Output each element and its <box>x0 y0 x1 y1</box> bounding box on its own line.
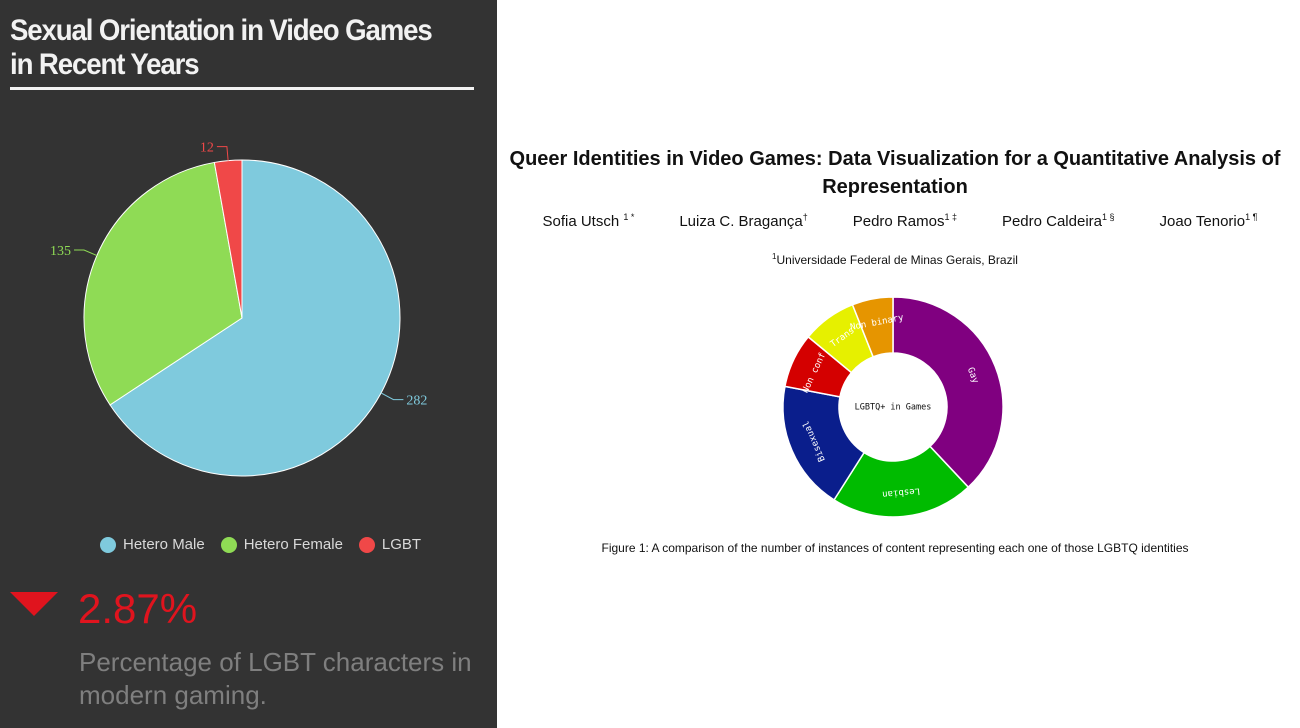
legend-item-hetero-female[interactable]: Hetero Female <box>220 536 343 553</box>
donut-slice-bisexual[interactable] <box>782 385 866 501</box>
donut-slice-gay[interactable] <box>892 296 1004 489</box>
legend-swatch <box>100 536 116 553</box>
author: Pedro Ramos1 ‡ <box>852 212 957 230</box>
author: Pedro Caldeira1 § <box>1001 212 1115 230</box>
pie-value-label: 282 <box>406 394 427 409</box>
legend-label: Hetero Female <box>243 536 343 553</box>
pie-legend: Hetero Male Hetero Female LGBT <box>100 536 421 553</box>
donut-slice-lesbian[interactable] <box>833 445 970 518</box>
pie-slice-hetero-male[interactable] <box>109 159 401 477</box>
author-list: Sofia Utsch 1 * Luiza C. Bragança† Pedro… <box>520 212 1280 230</box>
author: Luiza C. Bragança† <box>679 212 808 230</box>
donut-slice-non-binary[interactable] <box>851 296 894 358</box>
lgbt-percentage-description: Percentage of LGBT characters in modern … <box>79 647 472 710</box>
pie-leader-line <box>216 146 229 161</box>
orientation-pie-chart: 282 135 12 <box>50 141 427 477</box>
donut-slice-label: Lesbian <box>882 485 921 499</box>
infographic-title: Sexual Orientation in Video Games in Rec… <box>10 14 433 81</box>
legend-item-lgbt[interactable]: LGBT <box>358 536 422 553</box>
pie-value-label: 12 <box>200 141 214 156</box>
down-arrow-icon <box>10 592 58 616</box>
infographic-panel: Sexual Orientation in Video Games in Rec… <box>0 0 497 728</box>
legend-item-hetero-male[interactable]: Hetero Male <box>100 536 205 553</box>
figure-caption: Figure 1: A comparison of the number of … <box>601 541 1189 555</box>
legend-swatch <box>220 536 237 553</box>
pie-value-label: 135 <box>50 244 71 259</box>
author: Sofia Utsch 1 * <box>542 212 635 230</box>
affiliation: 1Universidade Federal de Minas Gerais, B… <box>772 252 1018 267</box>
paper-title: Queer Identities in Video Games: Data Vi… <box>509 148 1281 198</box>
pie-leader-line <box>74 249 98 256</box>
title-underline <box>10 87 474 90</box>
donut-center-label: LGBTQ+ in Games <box>855 403 932 413</box>
author: Joao Tenorio1 ¶ <box>1159 212 1258 230</box>
pie-leader-line <box>380 392 404 401</box>
pie-slice-lgbt[interactable] <box>213 159 243 319</box>
lgbt-percentage-value: 2.87% <box>78 585 198 632</box>
legend-swatch <box>358 536 375 553</box>
legend-label: LGBT <box>381 536 422 553</box>
legend-label: Hetero Male <box>123 536 205 553</box>
